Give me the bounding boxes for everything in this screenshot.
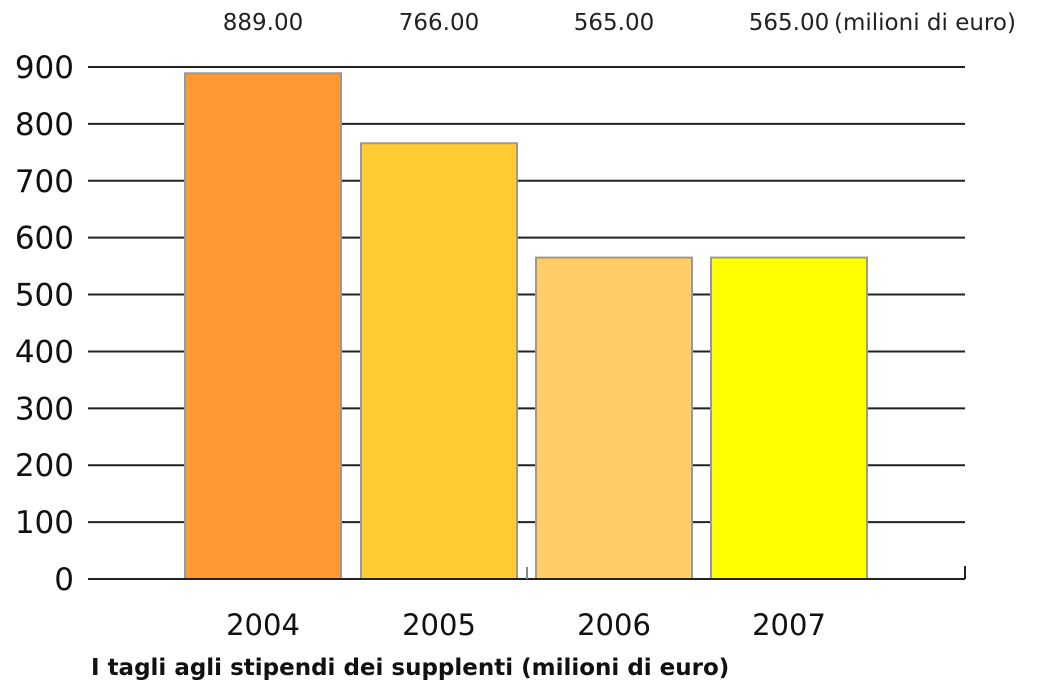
y-tick-label-100: 100	[15, 505, 74, 541]
bar-2005	[360, 142, 518, 580]
y-tick-label-500: 500	[15, 278, 74, 314]
x-category-label-2006: 2006	[577, 608, 651, 642]
bar-2004	[184, 72, 342, 580]
x-category-labels: 2004 2005 2006 2007	[226, 608, 826, 642]
y-tick-label-600: 600	[15, 221, 74, 257]
bar-2007	[710, 256, 868, 580]
y-tick-label-300: 300	[15, 391, 74, 427]
y-tick-labels: 0 100 200 300 400 500 600 700 800 900	[15, 50, 74, 598]
value-label-2004: 889.00	[223, 10, 303, 36]
y-tick-label-800: 800	[15, 107, 74, 143]
value-unit-label: (milioni di euro)	[834, 10, 1016, 36]
x-category-label-2004: 2004	[226, 608, 300, 642]
bar-2006	[535, 256, 693, 580]
axes	[88, 566, 966, 580]
x-category-label-2005: 2005	[402, 608, 476, 642]
x-category-label-2007: 2007	[752, 608, 826, 642]
y-tick-label-400: 400	[15, 334, 74, 370]
value-label-2005: 766.00	[399, 10, 479, 36]
value-label-2006: 565.00	[574, 10, 654, 36]
value-label-2007: 565.00	[749, 10, 829, 36]
y-tick-label-900: 900	[15, 50, 74, 86]
bars	[184, 72, 868, 580]
y-tick-label-0: 0	[54, 562, 74, 598]
chart-title: I tagli agli stipendi dei supplenti (mil…	[91, 655, 729, 681]
y-tick-label-200: 200	[15, 448, 74, 484]
y-tick-label-700: 700	[15, 164, 74, 200]
value-labels: (milioni di euro) 889.00 766.00 565.00 565.…	[223, 10, 1016, 36]
